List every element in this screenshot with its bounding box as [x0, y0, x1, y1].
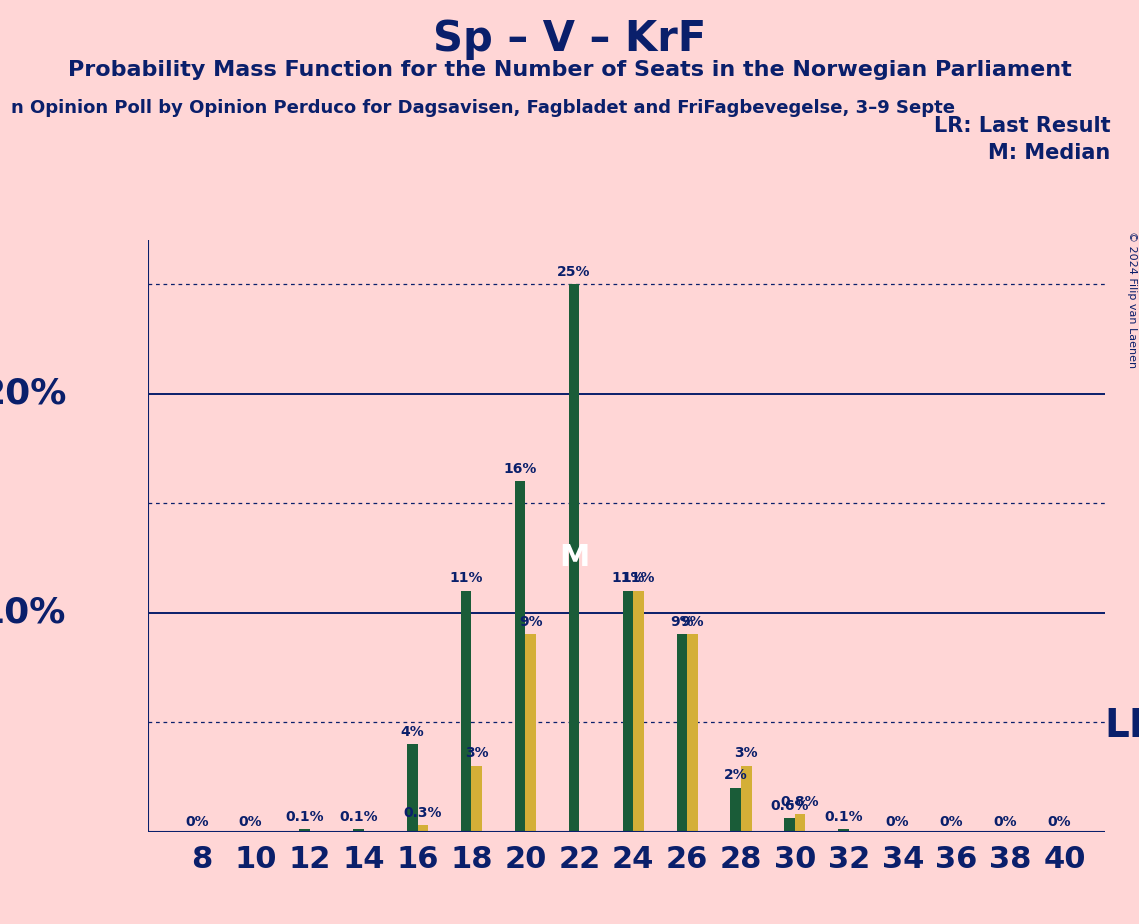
Text: 2%: 2%	[724, 769, 747, 783]
Bar	[795, 814, 805, 832]
Bar	[687, 635, 697, 832]
Text: 20%: 20%	[0, 377, 67, 410]
Text: 11%: 11%	[612, 571, 645, 585]
Text: 0.6%: 0.6%	[770, 799, 809, 813]
Bar	[418, 825, 428, 832]
Text: 0%: 0%	[1048, 815, 1071, 829]
Text: 9%: 9%	[519, 615, 542, 629]
Bar	[407, 744, 418, 832]
Text: 0%: 0%	[993, 815, 1017, 829]
Text: 11%: 11%	[622, 571, 655, 585]
Text: 11%: 11%	[450, 571, 483, 585]
Text: 3%: 3%	[465, 747, 489, 760]
Text: 0.8%: 0.8%	[781, 795, 819, 808]
Bar	[515, 481, 525, 832]
Bar	[525, 635, 535, 832]
Text: 9%: 9%	[680, 615, 704, 629]
Bar	[785, 819, 795, 832]
Bar	[568, 284, 580, 832]
Text: 0.1%: 0.1%	[339, 810, 378, 824]
Bar	[633, 590, 644, 832]
Bar	[623, 590, 633, 832]
Text: © 2024 Filip van Laenen: © 2024 Filip van Laenen	[1126, 231, 1137, 368]
Bar	[461, 590, 472, 832]
Text: 0%: 0%	[886, 815, 909, 829]
Text: 0.1%: 0.1%	[285, 810, 323, 824]
Text: LR: LR	[1105, 708, 1139, 746]
Text: Sp – V – KrF: Sp – V – KrF	[433, 18, 706, 60]
Text: 9%: 9%	[670, 615, 694, 629]
Text: LR: Last Result: LR: Last Result	[934, 116, 1111, 136]
Text: 0%: 0%	[940, 815, 964, 829]
Text: 0%: 0%	[239, 815, 262, 829]
Text: 4%: 4%	[401, 724, 424, 738]
Text: n Opinion Poll by Opinion Perduco for Dagsavisen, Fagbladet and FriFagbevegelse,: n Opinion Poll by Opinion Perduco for Da…	[11, 99, 956, 116]
Text: Probability Mass Function for the Number of Seats in the Norwegian Parliament: Probability Mass Function for the Number…	[67, 60, 1072, 80]
Text: 0.1%: 0.1%	[825, 810, 863, 824]
Text: 16%: 16%	[503, 462, 536, 476]
Text: M: M	[559, 543, 589, 572]
Text: 25%: 25%	[557, 264, 591, 278]
Bar	[472, 766, 482, 832]
Bar	[300, 830, 310, 832]
Text: 3%: 3%	[735, 747, 759, 760]
Bar	[838, 830, 849, 832]
Bar	[677, 635, 687, 832]
Text: 10%: 10%	[0, 596, 67, 629]
Text: 0.3%: 0.3%	[403, 806, 442, 820]
Bar	[353, 830, 363, 832]
Bar	[730, 788, 741, 832]
Bar	[741, 766, 752, 832]
Text: 0%: 0%	[185, 815, 208, 829]
Text: M: Median: M: Median	[989, 143, 1111, 164]
